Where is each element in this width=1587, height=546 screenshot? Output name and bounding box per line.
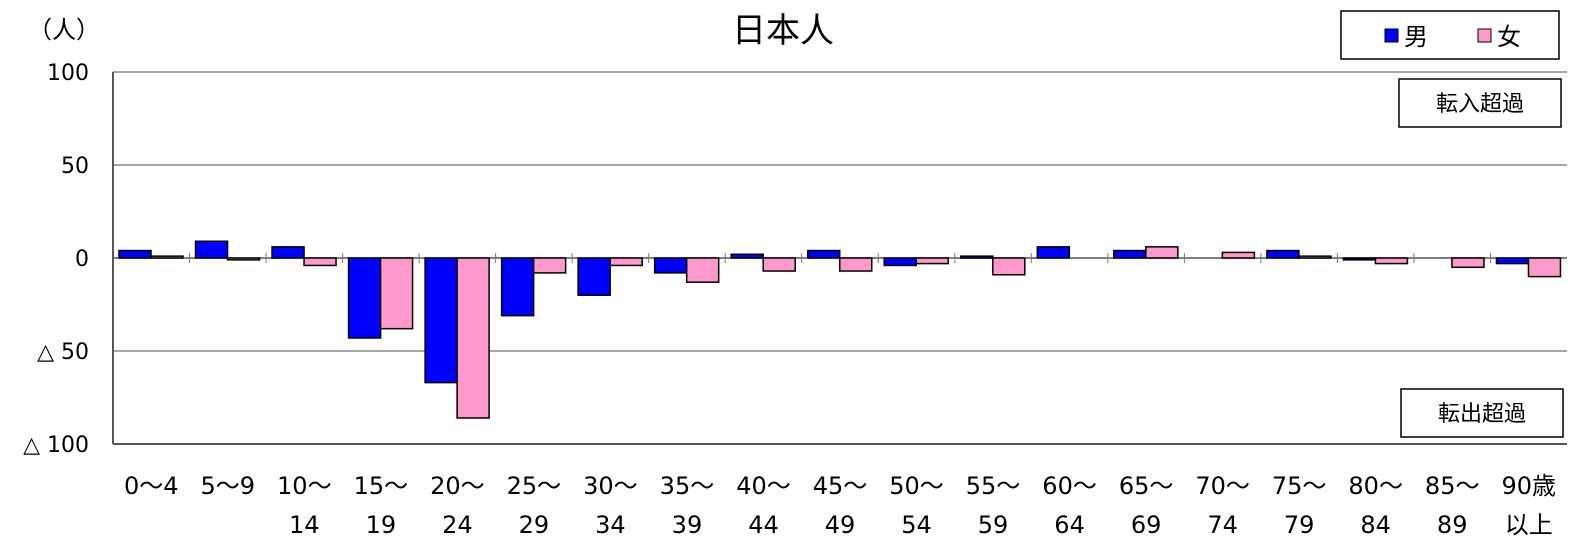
- bar-male: [500, 257, 535, 317]
- y-tick-label: 50: [61, 154, 89, 179]
- legend-swatch-male: [1384, 28, 1399, 43]
- x-tick-label: 65〜: [1119, 472, 1174, 500]
- note-outflow-excess: 転出超過: [1438, 402, 1526, 427]
- bar-female: [1221, 251, 1256, 259]
- x-tick-label: 80〜: [1348, 472, 1403, 500]
- x-tick-label: 39: [672, 511, 703, 539]
- legend-swatch-female: [1477, 28, 1492, 43]
- x-tick-label: 54: [901, 511, 932, 539]
- x-tick-label: 70〜: [1195, 472, 1250, 500]
- x-tick-label: 以上: [1505, 511, 1553, 539]
- x-tick-label: 24: [442, 511, 473, 539]
- x-tick-label: 64: [1054, 511, 1085, 539]
- x-tick-label: 74: [1207, 511, 1238, 539]
- x-tick-labels: 0〜4 5〜9 10〜 14 15〜 19 20〜 24 25〜 29 30〜 34 35〜 39 40〜 4…: [124, 472, 1556, 539]
- bar-female: [1298, 255, 1332, 259]
- x-tick-label: 40〜: [736, 472, 791, 500]
- x-tick-label: 75〜: [1272, 472, 1327, 500]
- x-tick-label: 45〜: [813, 472, 868, 500]
- x-tick-label: 30〜: [583, 472, 638, 500]
- x-tick-label: 0〜4: [124, 472, 179, 500]
- bar-female: [226, 257, 261, 261]
- bar-female: [150, 255, 184, 259]
- x-tick-label: 14: [289, 511, 320, 539]
- bar-female: [456, 257, 490, 419]
- x-tick-label: 49: [825, 511, 856, 539]
- x-tick-label: 10〜: [277, 472, 332, 500]
- bar-female: [379, 257, 414, 330]
- bar-male: [653, 257, 688, 274]
- bar-female: [838, 257, 873, 272]
- x-tick-label: 44: [748, 511, 779, 539]
- bar-female: [915, 257, 950, 265]
- bar-male: [347, 257, 382, 339]
- legend-label-female: 女: [1497, 23, 1521, 51]
- bar-male: [960, 255, 994, 259]
- x-tick-label: 15〜: [354, 472, 409, 500]
- bar-male: [730, 253, 764, 259]
- x-tick-label: 60〜: [1042, 472, 1097, 500]
- x-tick-label: 90歳: [1501, 472, 1556, 500]
- bar-male: [271, 246, 305, 259]
- x-tick-label: 19: [366, 511, 397, 539]
- bar-female: [685, 257, 720, 283]
- note-outflow-box: [1400, 388, 1564, 438]
- legend-label-male: 男: [1404, 23, 1428, 51]
- x-tick-label: 55〜: [966, 472, 1021, 500]
- bar-male: [1113, 249, 1147, 259]
- bar-male: [1342, 257, 1377, 261]
- x-tick-label: 79: [1284, 511, 1315, 539]
- bar-male: [118, 249, 152, 259]
- x-tick-label: 85〜: [1425, 472, 1480, 500]
- bar-male: [806, 249, 841, 259]
- x-tick-label: 89: [1437, 511, 1468, 539]
- note-inflow-excess: 転入超過: [1436, 92, 1524, 117]
- bar-female: [762, 257, 796, 272]
- x-tick-label: 35〜: [660, 472, 715, 500]
- x-tick-label: 69: [1131, 511, 1162, 539]
- bar-female: [1527, 257, 1562, 278]
- bar-female: [609, 257, 643, 267]
- bar-male: [1266, 249, 1300, 259]
- bar-male: [424, 257, 458, 384]
- bar-female: [1451, 257, 1485, 269]
- y-tick-label: 0: [75, 247, 89, 272]
- bar-male: [1036, 246, 1071, 259]
- legend-frame: [1340, 10, 1560, 60]
- note-inflow-box: [1398, 78, 1562, 128]
- x-tick-label: 59: [978, 511, 1009, 539]
- bar-male: [883, 257, 918, 267]
- bar-male: [1495, 257, 1530, 265]
- y-tick-labels: 100 50 0 △ 50 △ 100: [23, 61, 89, 458]
- x-tick-label: 20〜: [430, 472, 485, 500]
- bar-female: [1374, 257, 1409, 265]
- bar-female: [303, 257, 337, 267]
- x-tick-label: 5〜9: [201, 472, 256, 500]
- unit-label: （人）: [28, 16, 100, 44]
- legend: 男 女: [1340, 10, 1560, 60]
- y-tick-label: 100: [47, 61, 89, 86]
- y-tick-label: △ 50: [37, 340, 89, 365]
- bar-female: [992, 257, 1026, 276]
- bars: [118, 240, 1562, 419]
- bar-male: [194, 240, 229, 259]
- x-tick-label: 84: [1360, 511, 1391, 539]
- x-tick-label: 50〜: [889, 472, 944, 500]
- x-tick-label: 34: [595, 511, 626, 539]
- x-tick-label: 29: [519, 511, 550, 539]
- bar-male: [577, 257, 611, 296]
- bar-female: [1145, 246, 1179, 259]
- chart-title: 日本人: [732, 11, 834, 51]
- y-tick-label: △ 100: [23, 433, 89, 458]
- x-tick-label: 25〜: [507, 472, 562, 500]
- bar-female: [532, 257, 567, 274]
